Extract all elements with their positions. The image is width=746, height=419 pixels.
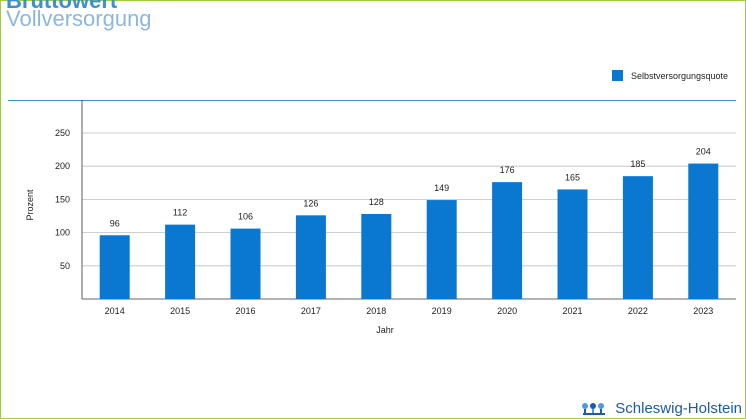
x-tick-label-2014: 2014 (105, 306, 125, 316)
y-tick-label-150: 150 (55, 194, 70, 204)
chart-title: Bruttowert (6, 0, 118, 13)
bar-2015 (165, 224, 196, 299)
x-tick-label-2019: 2019 (432, 306, 452, 316)
x-tick-label-2015: 2015 (170, 306, 190, 316)
data-label-2014: 96 (110, 218, 120, 228)
y-tick-label-100: 100 (55, 228, 70, 238)
x-tick-label-2017: 2017 (301, 306, 321, 316)
brand-logo: Schleswig-Holstein (581, 400, 742, 417)
data-label-2015: 112 (173, 208, 187, 218)
data-label-2023: 204 (696, 147, 711, 157)
bar-2020 (492, 182, 523, 299)
bar-2017 (295, 215, 326, 299)
data-label-2022: 185 (630, 159, 645, 169)
x-tick-label-2023: 2023 (693, 306, 713, 316)
y-tick-label-50: 50 (60, 261, 70, 271)
data-label-2019: 149 (434, 183, 449, 193)
data-label-2021: 165 (565, 172, 580, 182)
x-tick-label-2018: 2018 (366, 306, 386, 316)
legend: Selbstversorgungsquote (611, 70, 728, 81)
brand-text: Schleswig-Holstein (615, 400, 742, 417)
data-label-2017: 126 (303, 198, 318, 208)
y-axis-title: Prozent (25, 189, 35, 221)
brand-icon (582, 402, 606, 415)
bar-2021 (557, 189, 588, 299)
bar-2023 (688, 163, 719, 299)
y-tick-label-250: 250 (55, 128, 70, 138)
y-tick-label-200: 200 (55, 161, 70, 171)
bar-2022 (622, 176, 653, 299)
x-tick-label-2020: 2020 (497, 306, 517, 316)
data-label-2016: 106 (238, 212, 253, 222)
header-divider (8, 100, 736, 101)
x-tick-label-2021: 2021 (562, 306, 582, 316)
legend-swatch (611, 70, 623, 81)
data-label-2020: 176 (500, 165, 515, 175)
x-tick-label-2016: 2016 (235, 306, 255, 316)
chart-subtitle: Vollversorgung (6, 6, 152, 31)
bar-2019 (426, 200, 457, 299)
data-label-2018: 128 (369, 197, 384, 207)
bar-2016 (230, 228, 261, 299)
x-axis-title: Jahr (376, 325, 394, 335)
legend-label: Selbstversorgungsquote (630, 70, 728, 81)
bar-2014 (99, 235, 130, 299)
bar-2018 (361, 214, 392, 299)
x-tick-label-2022: 2022 (628, 306, 648, 316)
